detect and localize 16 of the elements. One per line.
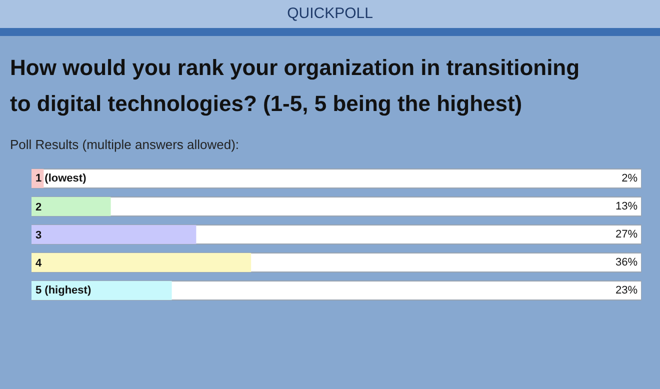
- y-tick-label: 1 (lowest): [36, 172, 87, 184]
- y-tick-label: 5 (highest): [36, 284, 92, 296]
- bar: [32, 196, 111, 216]
- data-label: 36%: [615, 256, 638, 268]
- y-tick-label: 3: [36, 230, 42, 242]
- y-tick-label: 4: [36, 258, 42, 270]
- data-label: 13%: [615, 200, 638, 212]
- text: Poll Results (multiple answers allowed):: [10, 136, 240, 154]
- chart-title: How would you rank your organization in transitioning to digital technologies? (1-5, 5 being the highest): [10, 54, 581, 118]
- data-label: 27%: [615, 228, 638, 240]
- data-label: 23%: [615, 284, 638, 296]
- bar: [32, 280, 172, 300]
- bar: [32, 224, 196, 244]
- y-tick-label: 2: [36, 202, 42, 214]
- data-label: 2%: [622, 172, 638, 184]
- chart-subtitle: QUICKPOLL: [0, 0, 660, 28]
